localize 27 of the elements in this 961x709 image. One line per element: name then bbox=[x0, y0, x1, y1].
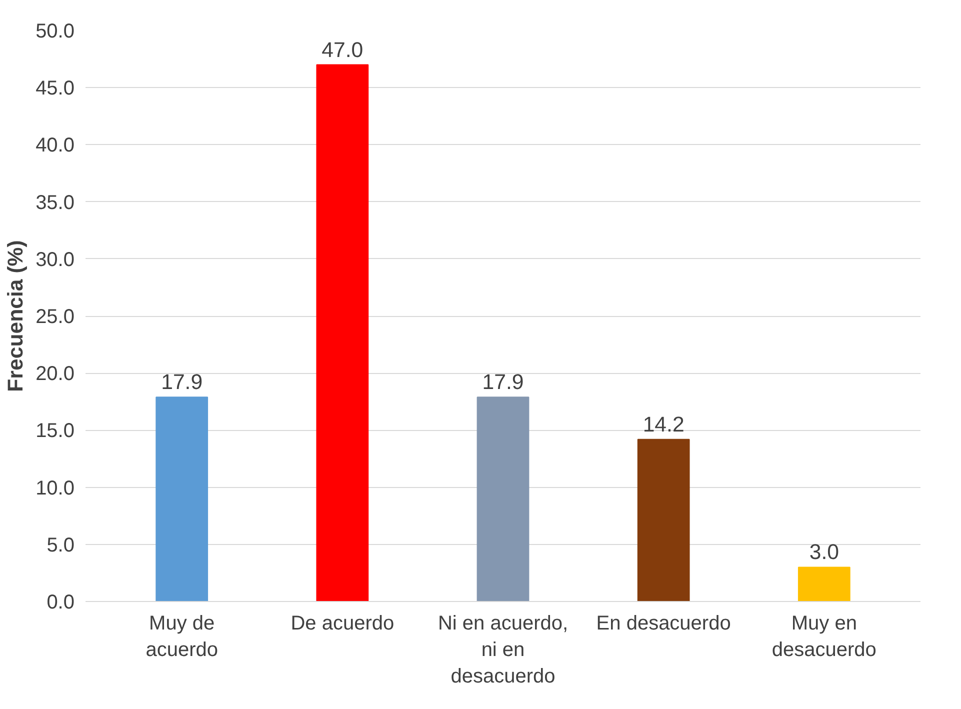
x-tick-label: Muy de acuerdo bbox=[146, 612, 218, 661]
y-tick-label: 45.0 bbox=[36, 78, 75, 100]
y-tick-label: 30.0 bbox=[36, 248, 75, 271]
data-label: 14.2 bbox=[642, 412, 684, 436]
data-label: 17.9 bbox=[482, 370, 524, 394]
y-tick-label: 5.0 bbox=[46, 534, 75, 556]
bar bbox=[798, 566, 850, 602]
bar bbox=[476, 396, 530, 602]
y-tick-label: 20.0 bbox=[36, 363, 75, 386]
bar bbox=[637, 438, 690, 602]
bar bbox=[156, 396, 208, 602]
x-tick-label: De acuerdo bbox=[290, 612, 394, 634]
y-tick-label: 15.0 bbox=[36, 420, 75, 442]
data-label: 47.0 bbox=[322, 38, 364, 62]
y-tick-label: 35.0 bbox=[36, 192, 75, 214]
x-tick-label: En desacuerdo bbox=[596, 612, 731, 634]
y-tick-label: 40.0 bbox=[36, 134, 75, 157]
y-tick-label: 50.0 bbox=[36, 20, 75, 42]
y-tick-label: 10.0 bbox=[36, 477, 75, 500]
x-tick-label: Ni en acuerdo, ni en desacuerdo bbox=[438, 612, 568, 688]
data-label: 3.0 bbox=[809, 540, 840, 564]
y-tick-label: 25.0 bbox=[36, 306, 75, 328]
x-tick-label: Muy en desacuerdo bbox=[772, 612, 876, 661]
y-axis-title: Frecuencia (%) bbox=[4, 240, 28, 392]
y-tick-label: 0.0 bbox=[46, 592, 75, 614]
bar bbox=[316, 64, 369, 602]
data-label: 17.9 bbox=[161, 370, 203, 394]
